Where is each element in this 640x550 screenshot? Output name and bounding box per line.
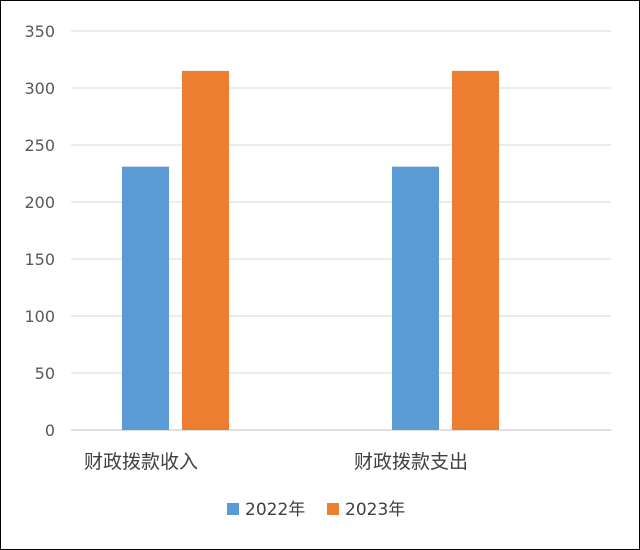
legend-label-2: 2023年 (345, 500, 405, 520)
y-axis-ticks: 0 50 100 150 200 250 300 350 (24, 22, 55, 440)
y-tick-label-150: 150 (24, 250, 55, 269)
legend-label-1: 2022年 (245, 500, 305, 520)
legend-swatch-2 (327, 503, 339, 515)
y-tick-label-350: 350 (24, 22, 55, 41)
bars (122, 70, 499, 431)
y-tick-label-250: 250 (24, 136, 55, 155)
x-category-label-2: 财政拨款支出 (354, 451, 468, 473)
y-tick-label-50: 50 (35, 364, 55, 383)
x-category-label-1: 财政拨款收入 (84, 451, 198, 473)
y-tick-label-300: 300 (24, 79, 55, 98)
bar-1-series-1 (122, 166, 169, 430)
y-tick-label-0: 0 (45, 421, 55, 440)
bar-1-series-2 (182, 70, 229, 431)
bar-2-series-2 (452, 70, 499, 431)
y-tick-label-100: 100 (24, 307, 55, 326)
bar-2-series-1 (392, 166, 439, 430)
y-tick-label-200: 200 (24, 193, 55, 212)
legend-swatch-1 (227, 503, 239, 515)
legend: 2022年 2023年 (227, 500, 405, 520)
x-axis-labels: 财政拨款收入 财政拨款支出 (84, 451, 468, 473)
